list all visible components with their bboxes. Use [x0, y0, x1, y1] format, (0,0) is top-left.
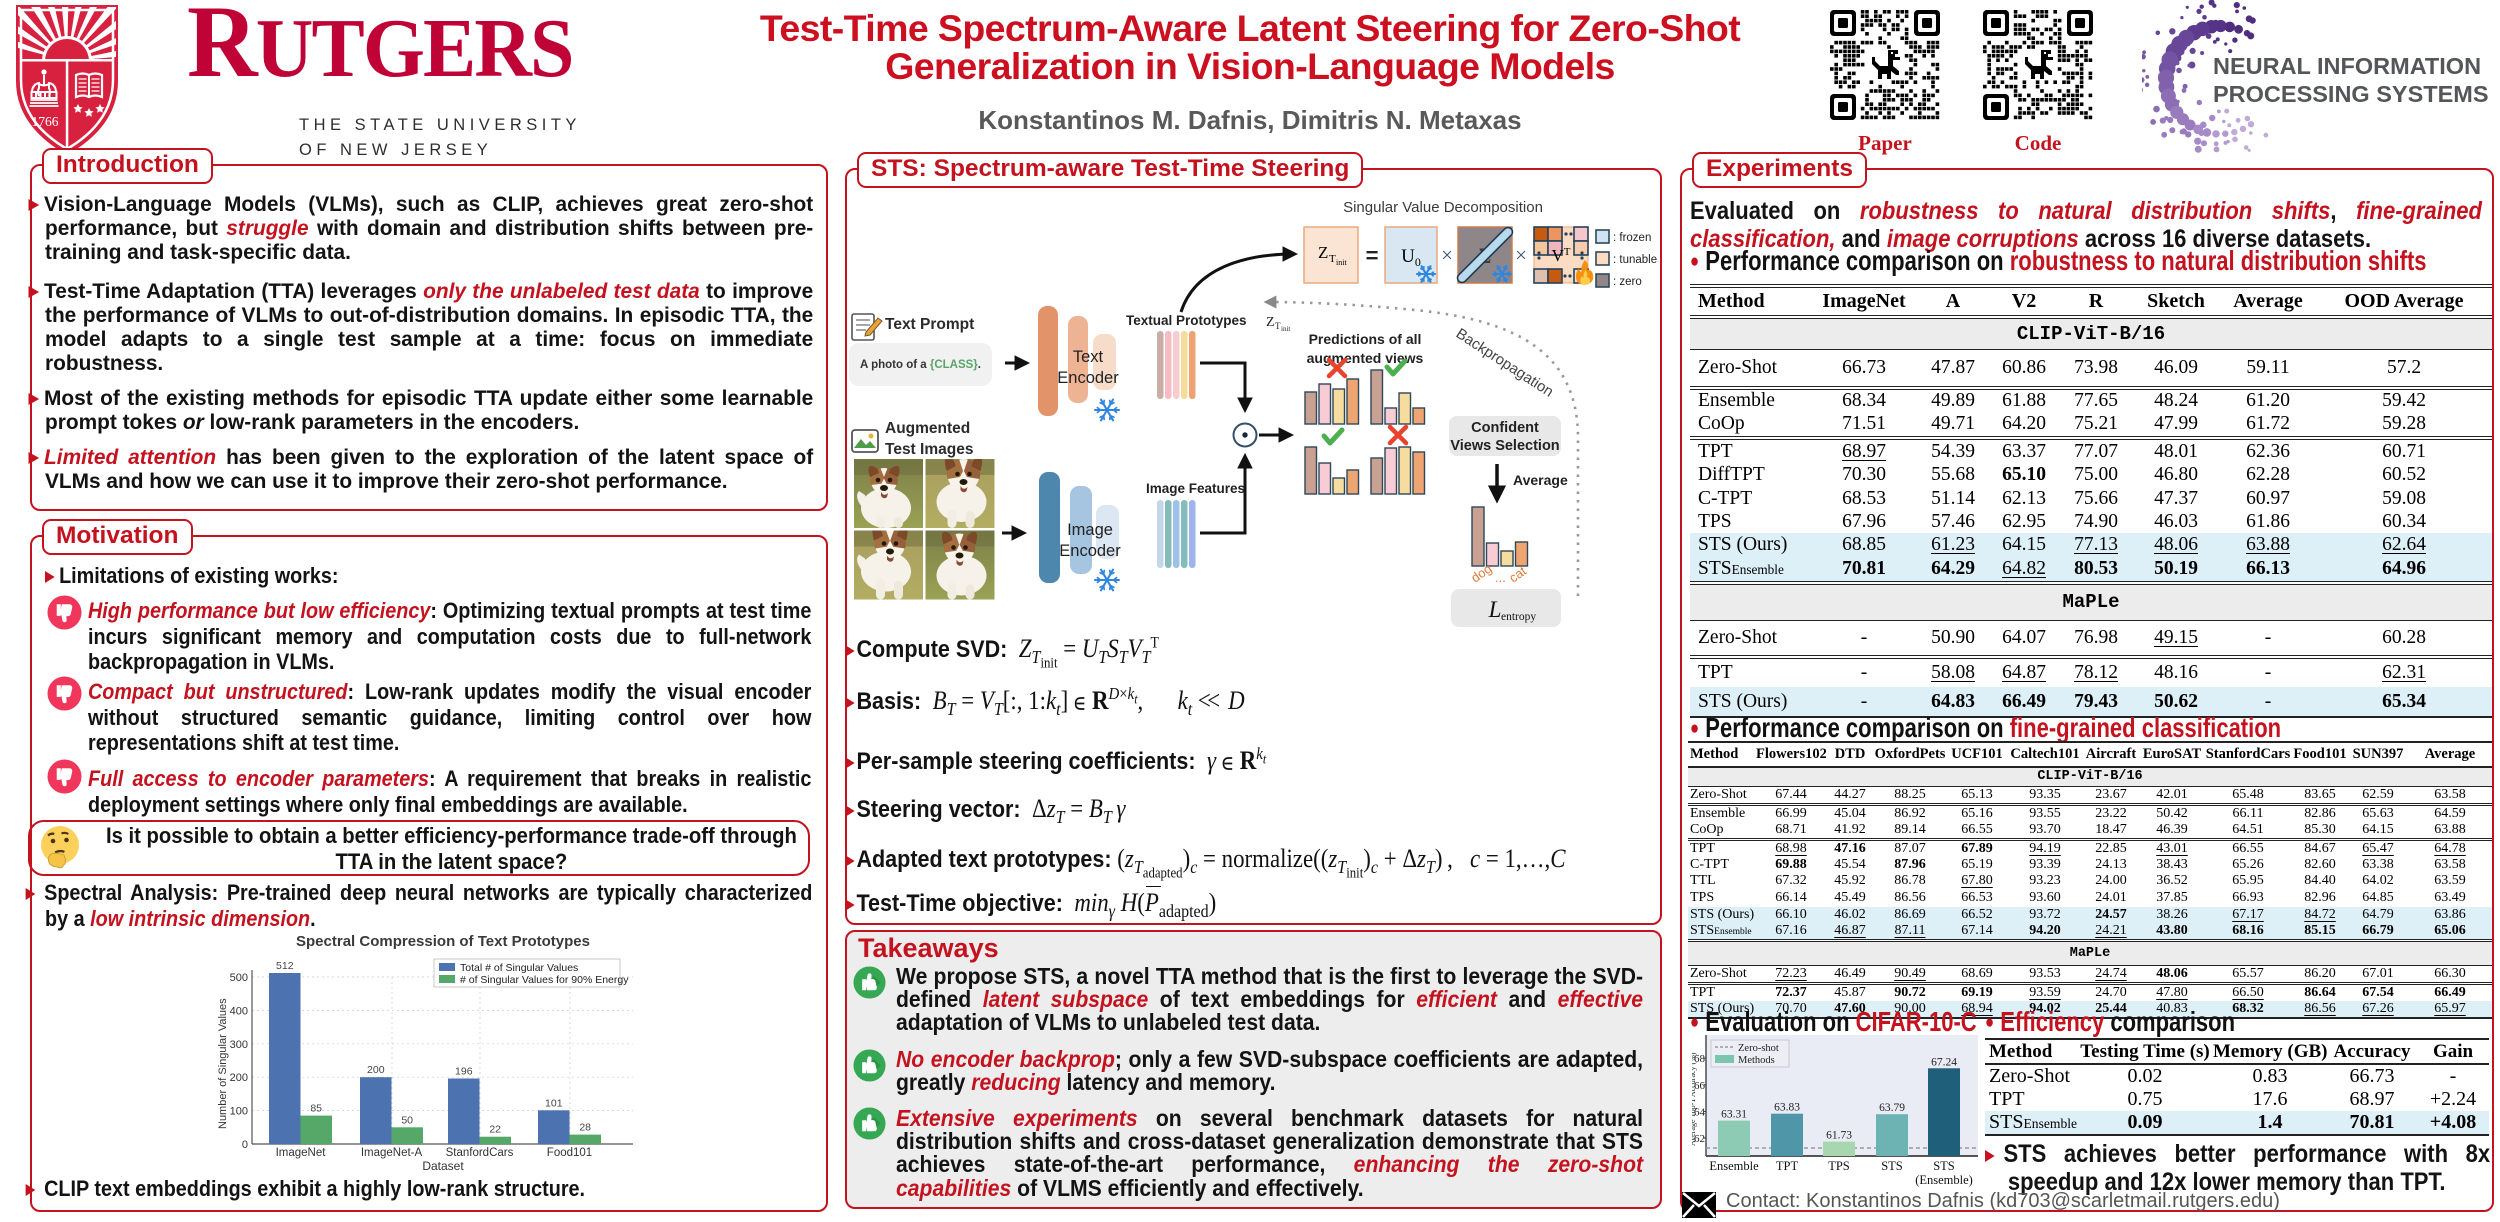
svg-text:Backpropagation: Backpropagation [1453, 325, 1557, 401]
svg-text:Image: Image [1067, 521, 1113, 539]
svg-text:Dataset: Dataset [422, 1159, 464, 1173]
svg-text:500: 500 [230, 972, 248, 984]
svg-text:Text: Text [1073, 348, 1104, 366]
svg-text:62: 62 [1694, 1133, 1705, 1145]
svg-text:Average: Average [1513, 472, 1568, 488]
svg-text:Encoder: Encoder [1057, 369, 1119, 387]
svg-text:Singular Value Decomposition: Singular Value Decomposition [1343, 199, 1543, 216]
svg-text:85: 85 [310, 1103, 322, 1115]
svg-text:Average Top-1 Accuracy (%): Average Top-1 Accuracy (%) [1692, 1052, 1697, 1146]
svg-text:=: = [1366, 243, 1379, 268]
svg-text:Number of Singular Values: Number of Singular Values [217, 998, 229, 1129]
svg-text:: tunable: : tunable [1613, 254, 1657, 266]
svg-text:101: 101 [545, 1097, 563, 1109]
svg-text:200: 200 [367, 1064, 385, 1076]
svg-text:61.73: 61.73 [1826, 1130, 1852, 1142]
svg-text:0: 0 [242, 1139, 248, 1151]
svg-text:Spectral Compression of Text P: Spectral Compression of Text Prototypes [296, 934, 590, 950]
svg-text:TPS: TPS [1828, 1159, 1850, 1173]
svg-text:ImageNet-A: ImageNet-A [361, 1147, 423, 1159]
svg-text:Encoder: Encoder [1059, 542, 1121, 560]
svg-text:...: ... [1495, 570, 1506, 585]
svg-text:Food101: Food101 [547, 1147, 592, 1159]
svg-text:Confident: Confident [1471, 420, 1539, 436]
svg-text:100: 100 [230, 1106, 248, 1118]
svg-text:STS: STS [1933, 1159, 1955, 1173]
svg-text:Zero-shot: Zero-shot [1738, 1043, 1779, 1054]
svg-text:66: 66 [1694, 1080, 1706, 1092]
svg-text:: frozen: : frozen [1613, 232, 1651, 244]
svg-text:28: 28 [579, 1122, 591, 1134]
svg-text:ZTinit: ZTinit [1318, 243, 1347, 267]
svg-text:TPT: TPT [1776, 1159, 1799, 1173]
svg-text:Views Selection: Views Selection [1450, 438, 1559, 454]
svg-text:: zero: : zero [1613, 276, 1642, 288]
svg-text:196: 196 [455, 1066, 473, 1078]
svg-text:63.31: 63.31 [1721, 1109, 1747, 1121]
svg-text:entropy: entropy [1501, 611, 1536, 623]
svg-text:StanfordCars: StanfordCars [446, 1147, 514, 1159]
svg-text:63.79: 63.79 [1879, 1102, 1905, 1114]
svg-text:67.24: 67.24 [1931, 1056, 1957, 1068]
svg-text:Augmented: Augmented [885, 420, 970, 437]
svg-text:×: × [1441, 243, 1453, 267]
svg-text:Predictions of all: Predictions of all [1309, 331, 1422, 347]
svg-text:64: 64 [1694, 1106, 1706, 1118]
svg-text:# of Singular Values for 90% E: # of Singular Values for 90% Energy [460, 974, 629, 986]
svg-text:300: 300 [230, 1039, 248, 1051]
svg-text:Test Images: Test Images [885, 441, 973, 458]
svg-text:A photo of a {CLASS}.: A photo of a {CLASS}. [860, 359, 981, 371]
svg-text:L: L [1488, 597, 1502, 622]
svg-text:22: 22 [489, 1124, 501, 1136]
svg-text:STS: STS [1881, 1159, 1903, 1173]
svg-text:63.83: 63.83 [1774, 1102, 1800, 1114]
svg-text:50: 50 [401, 1114, 413, 1126]
svg-text:(Ensemble): (Ensemble) [1915, 1173, 1973, 1187]
svg-text:200: 200 [230, 1072, 248, 1084]
svg-text:Total # of Singular Values: Total # of Singular Values [460, 962, 578, 974]
svg-text:Ensemble: Ensemble [1709, 1159, 1759, 1173]
svg-text:×: × [1515, 243, 1527, 267]
svg-text:68: 68 [1694, 1053, 1706, 1065]
svg-text:ImageNet: ImageNet [276, 1147, 327, 1159]
svg-text:400: 400 [230, 1005, 248, 1017]
svg-text:Image Features: Image Features [1146, 481, 1245, 496]
svg-text:Methods: Methods [1738, 1055, 1775, 1066]
svg-text:augmented views: augmented views [1307, 350, 1424, 366]
svg-text:Text Prompt: Text Prompt [885, 316, 974, 333]
svg-text:1766: 1766 [32, 114, 59, 129]
svg-text:512: 512 [276, 960, 294, 972]
